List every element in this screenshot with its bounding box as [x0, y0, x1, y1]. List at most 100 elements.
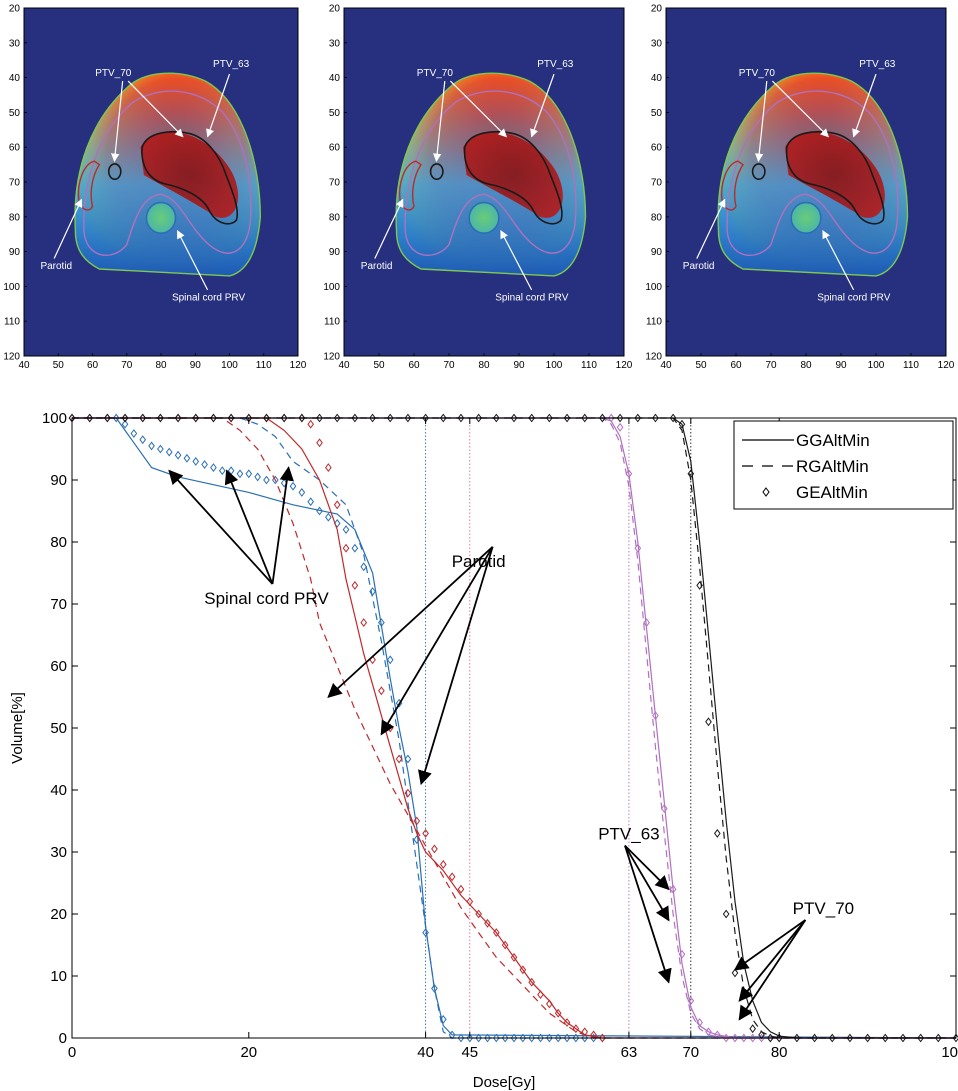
data-point: [333, 518, 341, 528]
data-point: [846, 1033, 854, 1043]
map-y-tick-label: 50: [329, 108, 341, 119]
map-arrow-spinal-cord-prv: [822, 229, 855, 291]
map-x-tick-label: 40: [338, 360, 350, 371]
legend: GGAltMin RGAltMin GEAltMin: [733, 420, 954, 510]
data-point: [333, 413, 341, 423]
data-point: [501, 940, 509, 950]
map-label-parotid: Parotid: [683, 261, 715, 272]
map-y-tick-label: 70: [329, 178, 341, 189]
legend-label: GEAltMin: [796, 483, 868, 502]
parotid-contour: [398, 160, 422, 211]
data-point: [519, 965, 527, 975]
map-y-tick-label: 110: [4, 317, 20, 328]
data-point: [572, 1024, 580, 1034]
annotation-arrow: [738, 919, 807, 1002]
data-point: [307, 419, 315, 429]
data-point: [404, 788, 412, 798]
data-point: [439, 413, 447, 423]
legend-entry-rgaltmin: RGAltMin: [742, 457, 869, 476]
data-point: [439, 859, 447, 869]
y-tick-label: 30: [50, 844, 67, 861]
spinal-cord-prv-contour: [790, 201, 822, 234]
data-point: [475, 909, 482, 919]
data-point: [316, 438, 323, 448]
annotation-ptv-70: PTV_70: [733, 899, 854, 1021]
data-point: [616, 422, 624, 432]
map-label-ptv70: PTV_70: [417, 68, 454, 79]
dvh-chart: 0 20 40 45 63 70 80 100102030405060708090100Dos…: [9, 410, 958, 1091]
annotation-arrow: [327, 546, 494, 698]
legend-swatch: [762, 487, 770, 497]
y-tick-label: 70: [50, 596, 67, 613]
data-point: [546, 999, 553, 1009]
data-point: [271, 475, 279, 485]
map-label-ptv70: PTV_70: [739, 68, 776, 79]
map-y-tick-label: 90: [651, 247, 663, 258]
data-point: [510, 1033, 518, 1043]
annotation-arrow: [624, 845, 670, 922]
map-y-tick-label: 60: [329, 143, 341, 154]
dose-map-panel-1: 40 50 60 70 80 90 100 110 120 20 30 40 50 60 70 80 90 100…: [3, 4, 306, 372]
data-point: [254, 472, 261, 482]
map-label-ptv63: PTV_63: [537, 59, 574, 70]
map-x-tick-label: 110: [903, 360, 919, 371]
plot-area: [72, 418, 956, 1038]
map-y-tick-label: 30: [651, 38, 663, 49]
data-point: [351, 580, 359, 590]
series-ptv-63-ggaltmin: [72, 417, 956, 1039]
data-point: [413, 816, 421, 826]
data-point: [722, 1033, 730, 1043]
data-point: [342, 543, 350, 553]
data-point: [828, 1033, 836, 1043]
data-point: [652, 413, 659, 423]
x-tick-label: 10: [941, 1044, 958, 1061]
map-x-tick-label: 90: [835, 360, 847, 371]
data-point: [422, 828, 429, 838]
data-point: [192, 456, 200, 466]
data-point: [696, 1018, 703, 1027]
data-point: [165, 447, 173, 457]
data-point: [607, 413, 615, 423]
data-point: [537, 1033, 544, 1043]
data-point: [625, 469, 633, 479]
annotation-arrow: [418, 546, 494, 786]
map-label-spinal-cord-prv: Spinal cord PRV: [495, 292, 569, 303]
annotation-parotid: Parotid: [327, 546, 506, 786]
map-x-tick-label: 100: [868, 360, 885, 371]
y-tick-label: 90: [50, 472, 67, 489]
data-point: [492, 413, 500, 423]
data-point: [148, 441, 155, 451]
data-point: [104, 413, 111, 423]
data-point: [431, 983, 438, 993]
map-arrow-spinal-cord-prv: [176, 229, 209, 291]
data-point: [669, 413, 677, 423]
map-y-tick-label: 70: [9, 178, 21, 189]
data-point: [537, 990, 544, 1000]
map-label-parotid: Parotid: [361, 261, 393, 272]
data-point: [289, 481, 297, 491]
data-point: [678, 419, 686, 429]
data-point: [484, 918, 491, 928]
data-point: [351, 413, 359, 423]
data-point: [749, 1024, 757, 1034]
y-tick-label: 100: [42, 410, 67, 427]
data-point: [86, 413, 94, 423]
map-x-tick-label: 70: [121, 360, 133, 371]
x-axis-label: Dose[Gy]: [473, 1074, 536, 1091]
data-point: [448, 872, 456, 882]
data-point: [121, 413, 129, 423]
data-point: [731, 1033, 739, 1043]
data-point: [528, 413, 536, 423]
map-x-tick-label: 40: [660, 360, 672, 371]
data-point: [404, 754, 412, 764]
data-point: [227, 413, 235, 423]
spinal-cord-prv-contour: [468, 201, 500, 234]
map-x-tick-label: 50: [373, 360, 385, 371]
data-point: [510, 952, 518, 962]
data-point: [316, 506, 323, 516]
data-point: [466, 897, 474, 907]
data-point: [775, 1033, 783, 1043]
data-point: [572, 1033, 580, 1043]
map-y-tick-label: 30: [9, 38, 21, 49]
data-point: [263, 413, 270, 423]
